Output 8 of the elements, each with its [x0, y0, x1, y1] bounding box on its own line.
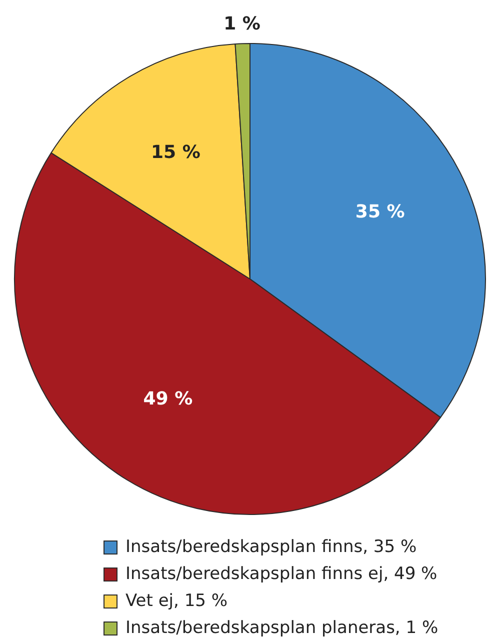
data-label: 15 % — [150, 142, 200, 163]
legend-label: Insats/beredskapsplan finns, 35 % — [126, 536, 417, 557]
data-label: 35 % — [355, 201, 405, 222]
legend-label: Vet ej, 15 % — [126, 590, 228, 611]
data-label: 49 % — [143, 388, 193, 410]
data-label: 1 % — [224, 13, 260, 34]
legend-label: Insats/beredskapsplan finns ej, 49 % — [126, 564, 438, 584]
legend-label: Insats/beredskapsplan planeras, 1 % — [126, 618, 438, 638]
